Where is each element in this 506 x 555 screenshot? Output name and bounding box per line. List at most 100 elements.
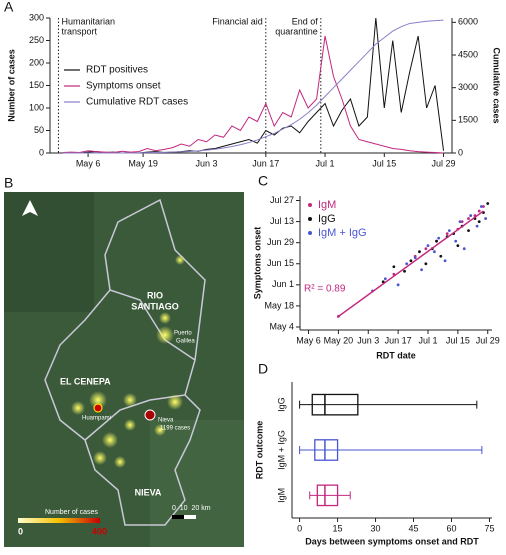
place-label: Nieva [158, 418, 174, 424]
panel-label: B [4, 175, 13, 191]
x-tick-label: May 19 [128, 158, 158, 168]
point [477, 209, 481, 213]
x-tick-label: Jun 3 [196, 158, 218, 168]
point [433, 250, 436, 254]
point [454, 239, 458, 243]
terrain [150, 420, 244, 547]
point [424, 247, 428, 251]
region-label: EL CENEPA [60, 376, 111, 386]
legend-marker [308, 231, 312, 235]
legend-label: IgG [318, 213, 336, 225]
box [311, 393, 359, 416]
point [418, 250, 421, 254]
case-hotspot [93, 403, 103, 413]
region-label: NIEVA [135, 487, 162, 497]
x-tick-label: Jul 1 [316, 158, 335, 168]
y-tick-label: IgG [276, 397, 286, 412]
region-border [44, 198, 206, 526]
point [484, 217, 487, 220]
annotation: End of [292, 16, 319, 26]
y-tick-label: IgM + IgG [276, 430, 286, 470]
legend-label: IgM [318, 199, 336, 211]
legend-max: 400 [92, 526, 107, 536]
y2-axis-label: Cumulative cases [492, 47, 502, 123]
region-border [84, 289, 196, 441]
point [435, 239, 438, 243]
series-line [62, 19, 444, 154]
legend-marker [308, 217, 312, 221]
x-tick-label: Jul 29 [432, 158, 456, 168]
series-line [62, 35, 444, 154]
x-tick-label: Jul 15 [446, 335, 470, 345]
point [445, 232, 449, 236]
north-arrow [22, 200, 38, 216]
x-tick-label: 30 [371, 523, 381, 533]
region-label: SANTIAGO [131, 301, 179, 311]
point [467, 217, 470, 220]
box [316, 484, 339, 507]
region-label: RIO [147, 290, 163, 300]
y-tick-label: 200 [29, 57, 44, 67]
y2-tick-label: 0 [458, 147, 463, 157]
point [420, 268, 423, 272]
scale-label: 0 10 20 km [172, 505, 211, 512]
panel-label: C [258, 173, 268, 189]
x-tick-label: Jun 17 [252, 158, 279, 168]
y-tick-label: Jul 13 [270, 216, 294, 226]
point [467, 229, 470, 233]
y-tick-label: Jun 1 [272, 279, 294, 289]
point [437, 236, 441, 240]
point [460, 220, 464, 223]
y-tick-label: 100 [29, 102, 44, 112]
y-tick-label: IgM [276, 488, 286, 503]
point [456, 244, 460, 248]
legend-title: Number of cases [45, 509, 98, 516]
point [396, 283, 400, 287]
place-label: 1199 cases [160, 426, 190, 432]
y-tick-label: Jun 15 [267, 258, 294, 268]
legend-gradient [18, 518, 100, 523]
annotation: Humanitarian [61, 16, 115, 26]
annotation: quarantine [275, 26, 318, 36]
y-tick-label: 250 [29, 35, 44, 45]
x-tick-label: 60 [446, 523, 456, 533]
point [447, 229, 451, 233]
x-tick-label: 15 [333, 523, 343, 533]
point [479, 205, 483, 208]
y-tick-label: 0 [39, 147, 44, 157]
annotation: Financial aid [212, 16, 263, 26]
y-axis-label: Symptoms onset [252, 227, 262, 300]
x-tick-label: May 6 [76, 158, 101, 168]
place-label: Galilea [176, 339, 195, 345]
place-label: Huampami [82, 416, 111, 422]
x-tick-label: 75 [484, 523, 494, 533]
point [486, 202, 490, 205]
x-tick-label: Jul 15 [372, 158, 396, 168]
x-tick-label: Jul 1 [418, 335, 437, 345]
legend-label: RDT positives [86, 65, 148, 76]
point [392, 265, 396, 269]
point [403, 269, 406, 273]
legend-label: IgM + IgG [318, 227, 367, 239]
point [413, 256, 417, 260]
box [314, 439, 339, 461]
point [443, 259, 447, 263]
x-tick-label: Jun 3 [357, 335, 379, 345]
x-tick-label: May 20 [324, 335, 354, 345]
point [405, 262, 409, 266]
y2-tick-label: 4500 [458, 49, 478, 59]
y-tick-label: May 4 [269, 321, 294, 331]
y-tick-label: Jun 29 [267, 237, 294, 247]
point [477, 220, 481, 223]
y2-tick-label: 1500 [458, 115, 478, 125]
panel-label: A [4, 0, 14, 15]
x-tick-label: 0 [297, 523, 302, 533]
legend-label: Symptoms onset [86, 81, 161, 92]
y-axis-label: RDT outcome [254, 421, 264, 480]
trendline [337, 210, 484, 318]
terrain [4, 192, 94, 312]
annotation: transport [61, 26, 97, 36]
place-label: Puerto [174, 331, 192, 337]
point [469, 214, 473, 217]
